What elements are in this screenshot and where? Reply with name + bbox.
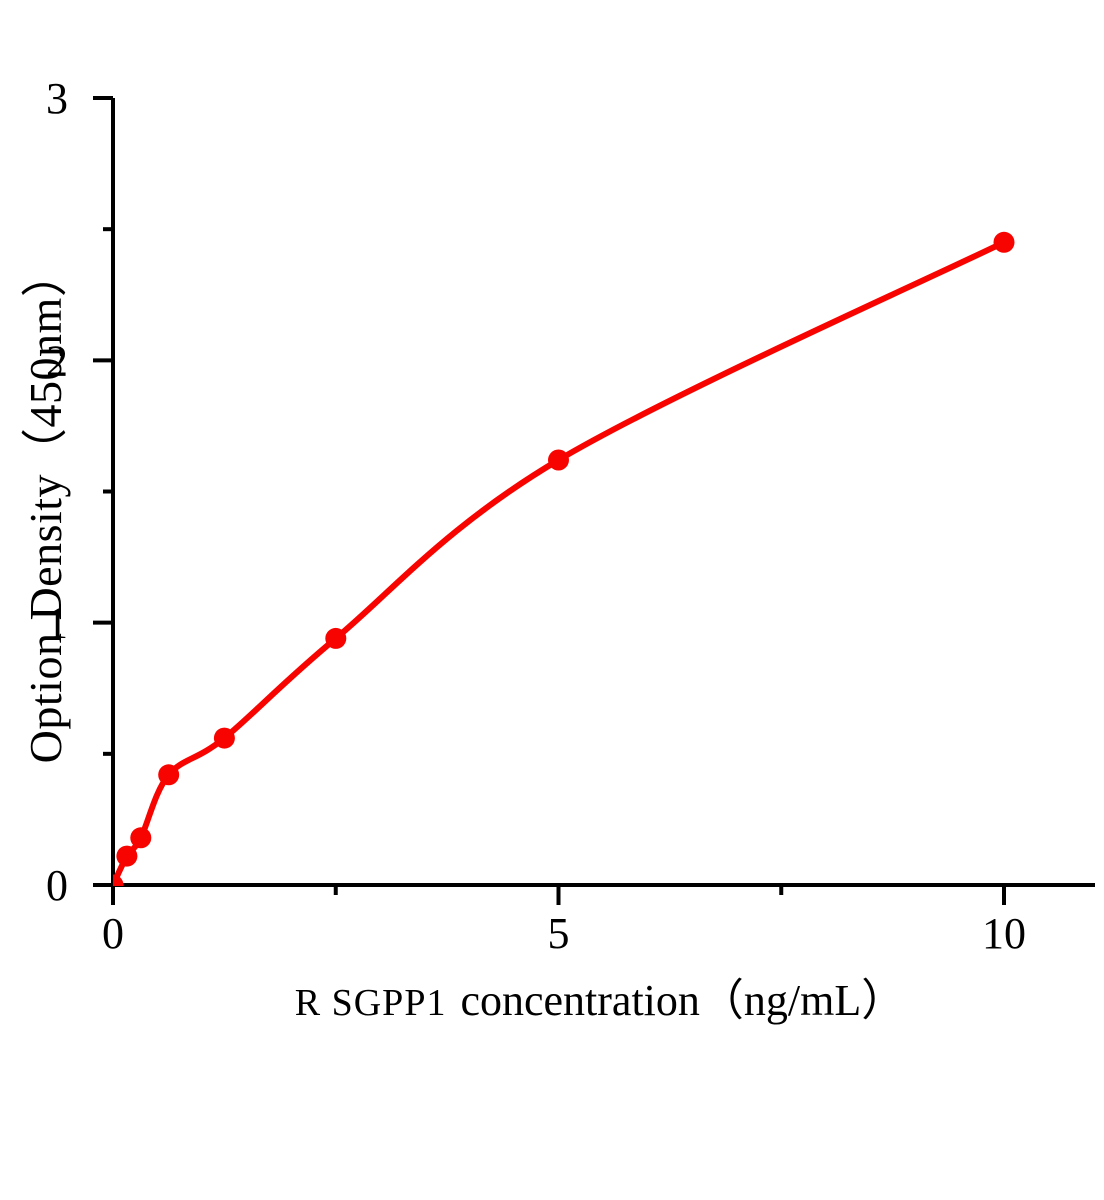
y-tick-label: 2 — [46, 336, 68, 385]
x-tick-label: 5 — [548, 909, 570, 958]
x-tick-label: 0 — [102, 909, 124, 958]
x-tick-label: 10 — [982, 909, 1026, 958]
data-series-group — [113, 231, 1015, 886]
data-point-marker — [116, 845, 138, 867]
fit-curve — [113, 239, 1007, 886]
x-axis-title-analyte: R SGPP1 — [294, 982, 447, 1024]
data-point-marker — [113, 874, 124, 886]
data-point-marker — [548, 449, 569, 471]
x-axis-title-units: concentration（ng/mL） — [460, 976, 906, 1025]
data-point-marker — [130, 827, 152, 849]
x-axis-title: R SGPP1 concentration（ng/mL） — [295, 964, 905, 1028]
data-point-marker — [158, 764, 180, 786]
data-point-marker — [325, 627, 347, 649]
data-point-marker — [993, 231, 1015, 253]
y-tick-label: 1 — [46, 599, 68, 648]
y-axis-title: Option Density（450nm） — [20, 250, 71, 764]
data-point-marker — [213, 727, 235, 749]
y-tick-label: 0 — [46, 861, 68, 910]
y-tick-label: 3 — [46, 74, 68, 123]
